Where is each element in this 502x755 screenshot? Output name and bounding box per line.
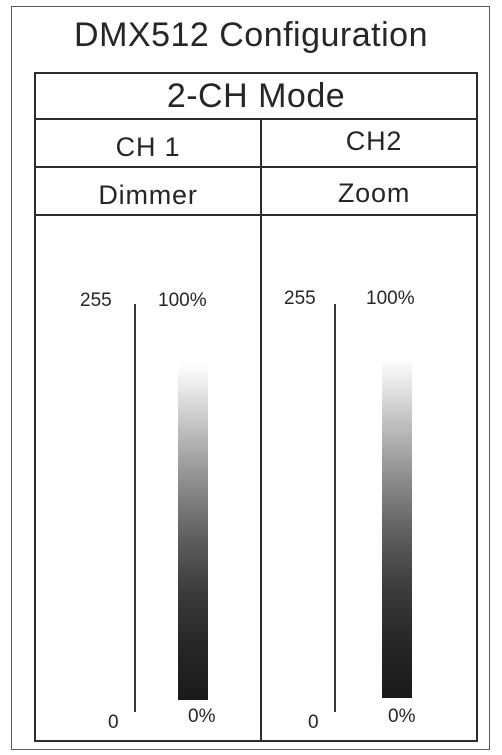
- channel-2-dmx-max: 255: [284, 288, 316, 309]
- channel-2-percent-min: 0%: [388, 706, 416, 727]
- channel-2-dmx-min: 0: [308, 712, 319, 733]
- channel-1-function: Dimmer: [98, 180, 198, 210]
- channel-2-gradient-bar: [382, 358, 412, 698]
- channel-2-percent-max: 100%: [366, 288, 415, 309]
- mode-header: 2-CH Mode: [36, 74, 476, 120]
- channel-1-percent-min: 0%: [188, 706, 216, 727]
- channel-2-function: Zoom: [337, 178, 411, 208]
- channel-1-gradient-bar: [178, 364, 208, 700]
- row-divider-function: [36, 214, 476, 216]
- channel-1-dmx-max: 255: [80, 290, 112, 311]
- channel-2-dmx-scale-line: [334, 304, 336, 712]
- config-table: 2-CH Mode CH 1 Dimmer CH2 Zoom 255 100% …: [34, 72, 478, 742]
- channel-1-percent-max: 100%: [158, 290, 207, 311]
- page-title: DMX512 Configuration: [74, 16, 428, 54]
- row-divider-channel: [36, 166, 476, 168]
- channel-2-label: CH2: [345, 126, 403, 156]
- channel-1-dmx-scale-line: [134, 304, 136, 712]
- column-divider: [260, 118, 262, 740]
- channel-1-label: CH 1: [115, 132, 181, 162]
- channel-1-dmx-min: 0: [108, 712, 119, 733]
